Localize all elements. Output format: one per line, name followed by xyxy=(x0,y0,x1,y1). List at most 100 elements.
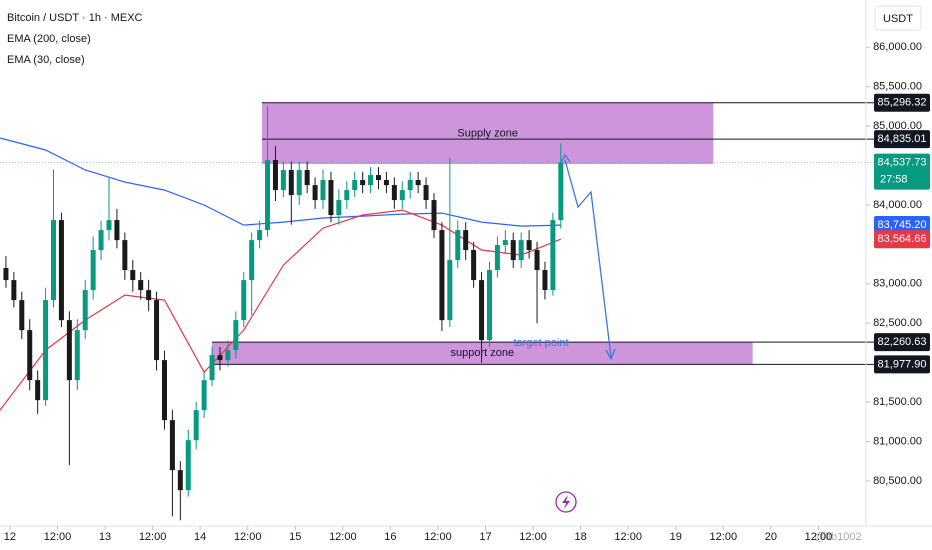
currency-button[interactable] xyxy=(874,5,922,31)
legend-entry: EMA (200, close) xyxy=(7,33,91,45)
x-tick-label: 14 xyxy=(194,531,206,543)
candle-body xyxy=(391,185,397,201)
candle-body xyxy=(502,240,508,246)
candle-body xyxy=(201,380,207,411)
price-badge xyxy=(874,230,930,249)
x-tick-label: 12:00 xyxy=(44,531,72,543)
candle-body xyxy=(336,200,342,216)
candle-body xyxy=(423,185,429,201)
candle-body xyxy=(463,230,469,251)
candle-body xyxy=(439,230,445,321)
ema-line xyxy=(0,209,562,411)
candle-body xyxy=(431,200,437,231)
zone xyxy=(261,102,714,164)
candle-body xyxy=(66,320,72,381)
candle-body xyxy=(486,270,492,341)
candle-body xyxy=(494,245,500,271)
candle-body xyxy=(265,160,271,231)
plot-area: Supply zone support zone xyxy=(0,102,876,521)
zone-label: Supply zone xyxy=(457,127,518,139)
candle-body xyxy=(11,280,17,301)
candle-body xyxy=(280,170,286,191)
candle-body xyxy=(43,300,49,401)
zone xyxy=(212,342,753,365)
candle-body xyxy=(455,230,461,261)
candle-body xyxy=(193,410,199,441)
candle-body xyxy=(534,250,540,271)
price-badge xyxy=(874,333,930,352)
candle-body xyxy=(138,280,144,291)
candle-body xyxy=(296,170,302,196)
x-tick-label: 17 xyxy=(479,531,491,543)
candle-body xyxy=(35,380,41,401)
price-badge xyxy=(874,130,930,149)
arrow-tail xyxy=(560,153,571,164)
price-badge-label: 84,835.01 xyxy=(878,133,927,145)
candle-body xyxy=(161,360,167,421)
x-tick-label: 13 xyxy=(99,531,111,543)
candle-body xyxy=(98,230,104,251)
candle-body xyxy=(3,268,9,281)
y-tick-label: 81,500.00 xyxy=(873,396,922,408)
lightning xyxy=(562,495,570,509)
candle-body xyxy=(177,470,183,491)
candle-body xyxy=(360,180,366,186)
x-tick-label: 18 xyxy=(575,531,587,543)
y-tick-label: 85,500.00 xyxy=(873,81,922,93)
x-tick-label: 12:00 xyxy=(805,531,833,543)
candle-body xyxy=(415,180,421,186)
projection-arrow xyxy=(564,159,612,358)
zone-label: support zone xyxy=(451,347,515,359)
y-tick-label: 84,000.00 xyxy=(873,199,922,211)
x-tick-label: 20 xyxy=(765,531,777,543)
candle-body xyxy=(447,260,453,321)
y-tick-label: 80,500.00 xyxy=(873,475,922,487)
candle-body xyxy=(510,240,516,261)
candle-body xyxy=(82,290,88,331)
candle-body xyxy=(471,250,477,281)
candle-body xyxy=(90,250,96,291)
countdown: 27:58 xyxy=(880,173,908,185)
candle-body xyxy=(74,330,80,381)
x-tick-label: 16 xyxy=(384,531,396,543)
y-tick-label: 83,000.00 xyxy=(873,278,922,290)
price-badge-label: 83,745.20 xyxy=(878,219,927,231)
x-tick-label: 12 xyxy=(4,531,16,543)
annotation: target point xyxy=(513,337,568,349)
candle-body xyxy=(154,300,160,361)
candle-body xyxy=(304,170,310,186)
candle-body xyxy=(383,180,389,186)
price-badge xyxy=(874,93,930,112)
price-badge xyxy=(874,216,930,235)
candle-body xyxy=(169,420,175,471)
candle-body xyxy=(225,350,231,361)
x-tick-label: 12:00 xyxy=(614,531,642,543)
x-tick-label: 12:00 xyxy=(139,531,167,543)
candle-body xyxy=(19,300,25,331)
candle-body xyxy=(209,355,215,381)
candle-body xyxy=(249,240,255,281)
chart-title: Bitcoin / USDT · 1h · MEXC xyxy=(7,12,143,24)
x-tick-label: 12:00 xyxy=(424,531,452,543)
price-badge-label: 85,296.32 xyxy=(878,97,927,109)
candle-body xyxy=(106,220,112,231)
watermark: @ltb1002 xyxy=(814,531,861,543)
currency: USDT xyxy=(883,13,913,25)
candle-body xyxy=(130,270,136,281)
price-badge xyxy=(874,153,930,190)
x-tick-label: 12:00 xyxy=(234,531,262,543)
candle-body xyxy=(217,355,223,361)
candle-body xyxy=(233,320,239,351)
candle-body xyxy=(376,175,382,181)
candle-body xyxy=(368,175,374,186)
candle-body xyxy=(146,290,152,301)
candle-body xyxy=(27,330,33,381)
candle-body xyxy=(518,240,524,261)
candle-body xyxy=(114,220,120,241)
candle-body xyxy=(320,180,326,201)
y-tick-label: 85,000.00 xyxy=(873,120,922,132)
price-badge-label: 83,564.66 xyxy=(878,233,927,245)
price-badge xyxy=(874,355,930,374)
